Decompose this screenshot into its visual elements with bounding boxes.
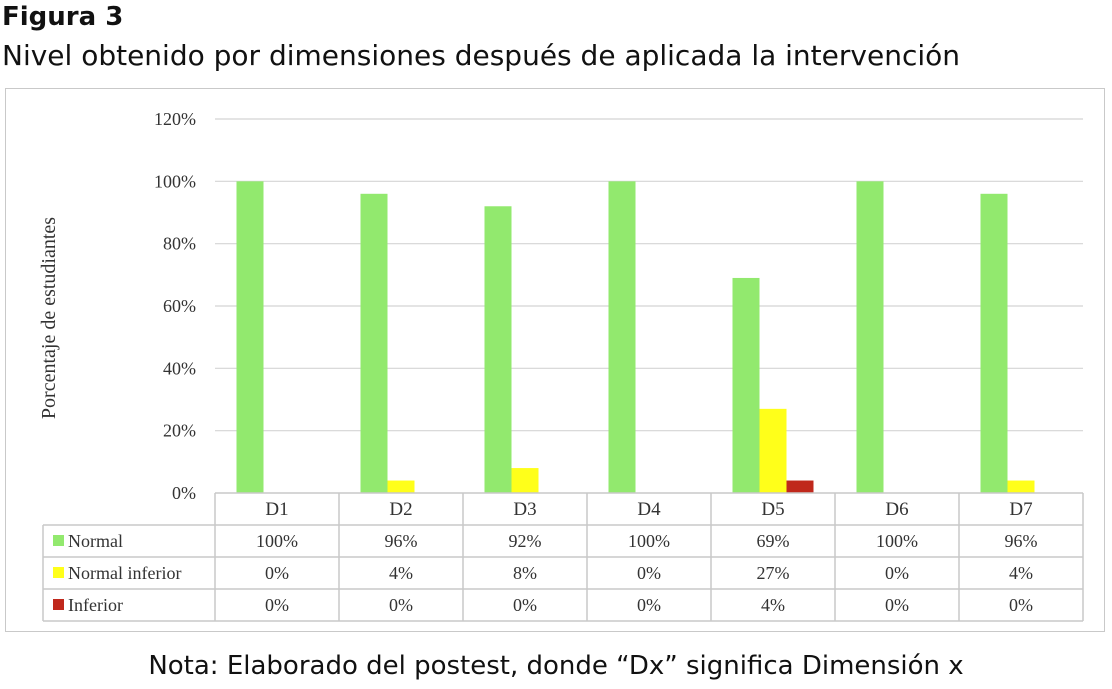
bar-normal-inferior-d5 [759,408,787,493]
data-label: 69% [757,531,790,551]
data-label: 8% [513,563,537,583]
data-label: 0% [513,595,537,615]
data-label: 0% [389,595,413,615]
figure-note: Nota: Elaborado del postest, donde “Dx” … [148,651,964,681]
legend-swatch [53,599,64,610]
data-label: 0% [637,595,661,615]
x-tick-label: D2 [389,499,412,520]
data-label: 0% [265,595,289,615]
data-label: 27% [757,563,790,583]
legend-swatch [53,567,64,578]
x-tick-label: D1 [265,499,288,520]
data-label: 4% [1009,563,1033,583]
legend-label: Inferior [68,595,123,615]
data-label: 96% [1005,531,1038,551]
y-tick-label: 100% [154,171,196,191]
chart-frame [5,88,1105,632]
data-label: 0% [885,595,909,615]
bar-normal-d3 [484,206,512,493]
bar-inferior-d5 [786,480,814,493]
data-label: 100% [256,531,298,551]
bar-normal-d5 [732,277,760,493]
data-label: 4% [389,563,413,583]
x-tick-label: D3 [513,499,536,520]
data-label: 100% [876,531,918,551]
figure-title: Nivel obtenido por dimensiones después d… [2,39,960,72]
bar-normal-inferior-d7 [1007,480,1035,493]
data-label: 92% [509,531,542,551]
bar-normal-inferior-d3 [511,468,539,493]
data-label: 100% [628,531,670,551]
data-label: 0% [265,563,289,583]
bar-normal-d7 [980,193,1008,494]
y-tick-label: 0% [172,483,196,503]
data-label: 4% [761,595,785,615]
legend-swatch [53,535,64,546]
figure-label: Figura 3 [2,2,124,32]
y-tick-label: 120% [154,109,196,129]
data-label: 0% [637,563,661,583]
y-axis-label: Porcentaje de estudiantes [38,217,60,419]
bar-normal-inferior-d2 [387,480,415,493]
bar-normal-d1 [236,181,264,494]
x-tick-label: D6 [885,499,908,520]
bar-normal-d6 [856,181,884,494]
legend-label: Normal [68,531,123,551]
y-tick-label: 20% [163,421,196,441]
bar-normal-d4 [608,181,636,494]
y-tick-label: 40% [163,358,196,378]
x-tick-label: D7 [1009,499,1032,520]
x-tick-label: D5 [761,499,784,520]
y-tick-label: 80% [163,234,196,254]
data-label: 96% [385,531,418,551]
data-label: 0% [1009,595,1033,615]
bar-normal-d2 [360,193,388,494]
y-tick-label: 60% [163,296,196,316]
legend-label: Normal inferior [68,563,181,583]
data-label: 0% [885,563,909,583]
x-tick-label: D4 [637,499,661,520]
